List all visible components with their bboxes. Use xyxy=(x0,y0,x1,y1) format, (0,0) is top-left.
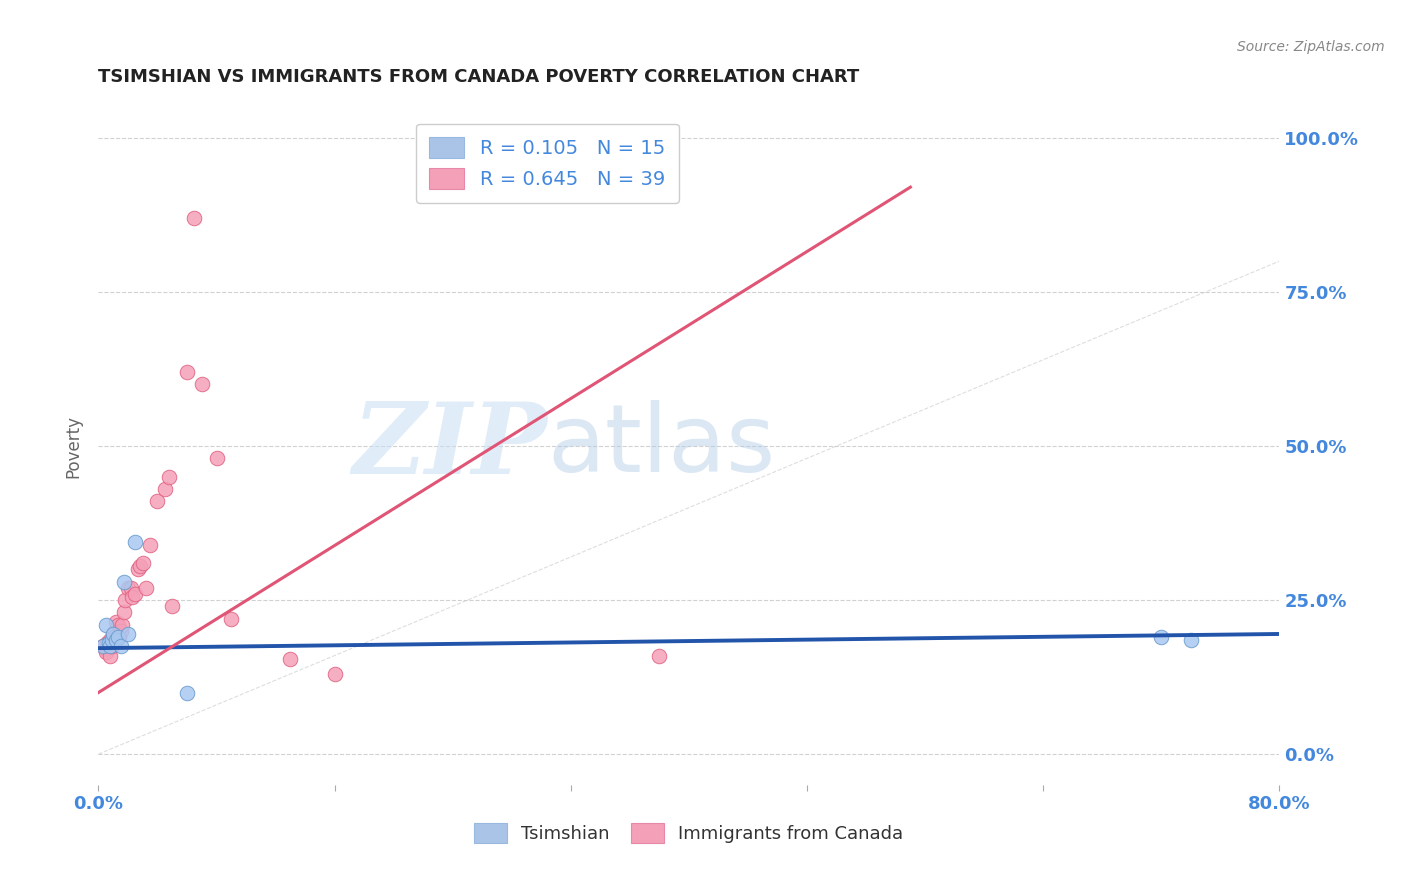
Point xyxy=(107,630,129,644)
Point xyxy=(114,593,136,607)
Y-axis label: Poverty: Poverty xyxy=(65,415,83,477)
Text: ZIP: ZIP xyxy=(353,398,547,494)
Point xyxy=(120,581,142,595)
Point xyxy=(110,640,132,654)
Point xyxy=(146,494,169,508)
Point xyxy=(91,640,114,654)
Point xyxy=(98,633,121,648)
Point xyxy=(1180,633,1202,648)
Point xyxy=(94,617,117,632)
Text: atlas: atlas xyxy=(547,400,776,492)
Legend: Tsimshian, Immigrants from Canada: Tsimshian, Immigrants from Canada xyxy=(467,816,911,850)
Point xyxy=(108,630,131,644)
Point xyxy=(98,640,121,654)
Point xyxy=(97,636,120,650)
Point xyxy=(135,581,157,595)
Point xyxy=(128,559,150,574)
Point xyxy=(124,534,146,549)
Point xyxy=(110,624,132,638)
Point xyxy=(117,627,139,641)
Point xyxy=(221,611,243,625)
Point xyxy=(191,377,214,392)
Point xyxy=(157,470,180,484)
Point xyxy=(94,642,117,657)
Text: Source: ZipAtlas.com: Source: ZipAtlas.com xyxy=(1237,40,1385,54)
Text: TSIMSHIAN VS IMMIGRANTS FROM CANADA POVERTY CORRELATION CHART: TSIMSHIAN VS IMMIGRANTS FROM CANADA POVE… xyxy=(98,68,859,86)
Point xyxy=(323,667,346,681)
Point xyxy=(107,617,129,632)
Point xyxy=(117,581,139,595)
Point xyxy=(100,633,122,648)
Point xyxy=(153,482,176,496)
Point xyxy=(104,624,127,638)
Point xyxy=(112,606,135,620)
Point xyxy=(98,648,121,663)
Point xyxy=(205,451,228,466)
Point xyxy=(103,633,125,648)
Point xyxy=(105,633,128,648)
Point xyxy=(100,640,122,654)
Point xyxy=(176,365,198,379)
Point xyxy=(127,562,149,576)
Point xyxy=(111,617,134,632)
Point xyxy=(162,599,183,614)
Point xyxy=(176,685,198,699)
Point xyxy=(112,574,135,589)
Point xyxy=(1150,630,1173,644)
Point xyxy=(94,645,117,659)
Point xyxy=(105,615,128,629)
Point xyxy=(280,651,302,665)
Point xyxy=(97,640,120,654)
Point xyxy=(103,627,125,641)
Point xyxy=(91,640,114,654)
Point xyxy=(183,211,205,225)
Point xyxy=(96,636,118,650)
Point xyxy=(132,556,155,570)
Point xyxy=(139,538,162,552)
Point xyxy=(121,590,143,604)
Point xyxy=(103,627,125,641)
Point xyxy=(648,648,671,663)
Point xyxy=(124,587,146,601)
